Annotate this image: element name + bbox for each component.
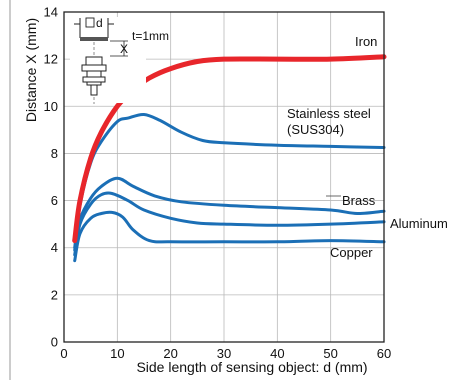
x-tick-label: 30 <box>217 346 231 361</box>
y-tick-label: 12 <box>44 52 58 67</box>
x-tick-labels: 0 10 20 30 40 50 60 <box>60 346 391 361</box>
label-stainless-line1: Stainless steel <box>287 106 371 121</box>
x-tick-label: 60 <box>377 346 391 361</box>
sensor-head-icon <box>85 56 103 66</box>
inset-d-label: d <box>96 16 103 30</box>
y-tick-label: 14 <box>44 5 58 20</box>
series-line-brass <box>73 176 386 252</box>
series-line-aluminum <box>73 191 386 257</box>
x-tick-label: 40 <box>270 346 284 361</box>
sensor-nut2-icon <box>82 76 106 83</box>
y-axis-title: Distance X (mm) <box>23 18 39 122</box>
y-tick-labels: 0 2 4 6 8 10 12 14 <box>44 5 58 350</box>
square-symbol-icon <box>85 17 95 28</box>
sensor-nut-icon <box>81 64 107 72</box>
label-aluminum: Aluminum <box>390 216 448 231</box>
y-tick-label: 8 <box>51 146 58 161</box>
plot-frame <box>63 11 385 343</box>
y-tick-label: 10 <box>44 99 58 114</box>
label-stainless-line2: (SUS304) <box>287 122 344 137</box>
label-copper: Copper <box>330 245 373 260</box>
x-axis-title: Side length of sensing object: d (mm) <box>136 359 367 375</box>
y-tick-label: 4 <box>51 240 58 255</box>
inset-x-label: X <box>120 42 128 56</box>
inset-thickness-label: t=1mm <box>132 29 169 43</box>
x-tick-label: 0 <box>60 346 67 361</box>
sensing-object-plate <box>80 37 108 41</box>
label-brass: Brass <box>342 193 376 208</box>
series-line-iron <box>72 54 387 244</box>
sensor-cable-icon <box>90 84 98 96</box>
y-tick-label: 2 <box>51 287 58 302</box>
y-tick-label: 6 <box>51 193 58 208</box>
x-tick-label: 50 <box>323 346 337 361</box>
y-tick-label: 0 <box>51 335 58 350</box>
label-iron: Iron <box>355 34 377 49</box>
x-tick-label: 10 <box>110 346 124 361</box>
series-line-copper <box>73 210 386 263</box>
x-tick-label: 20 <box>163 346 177 361</box>
sensor-diagram-inset: d X t=1mm <box>70 16 169 104</box>
series-lines <box>72 54 387 263</box>
